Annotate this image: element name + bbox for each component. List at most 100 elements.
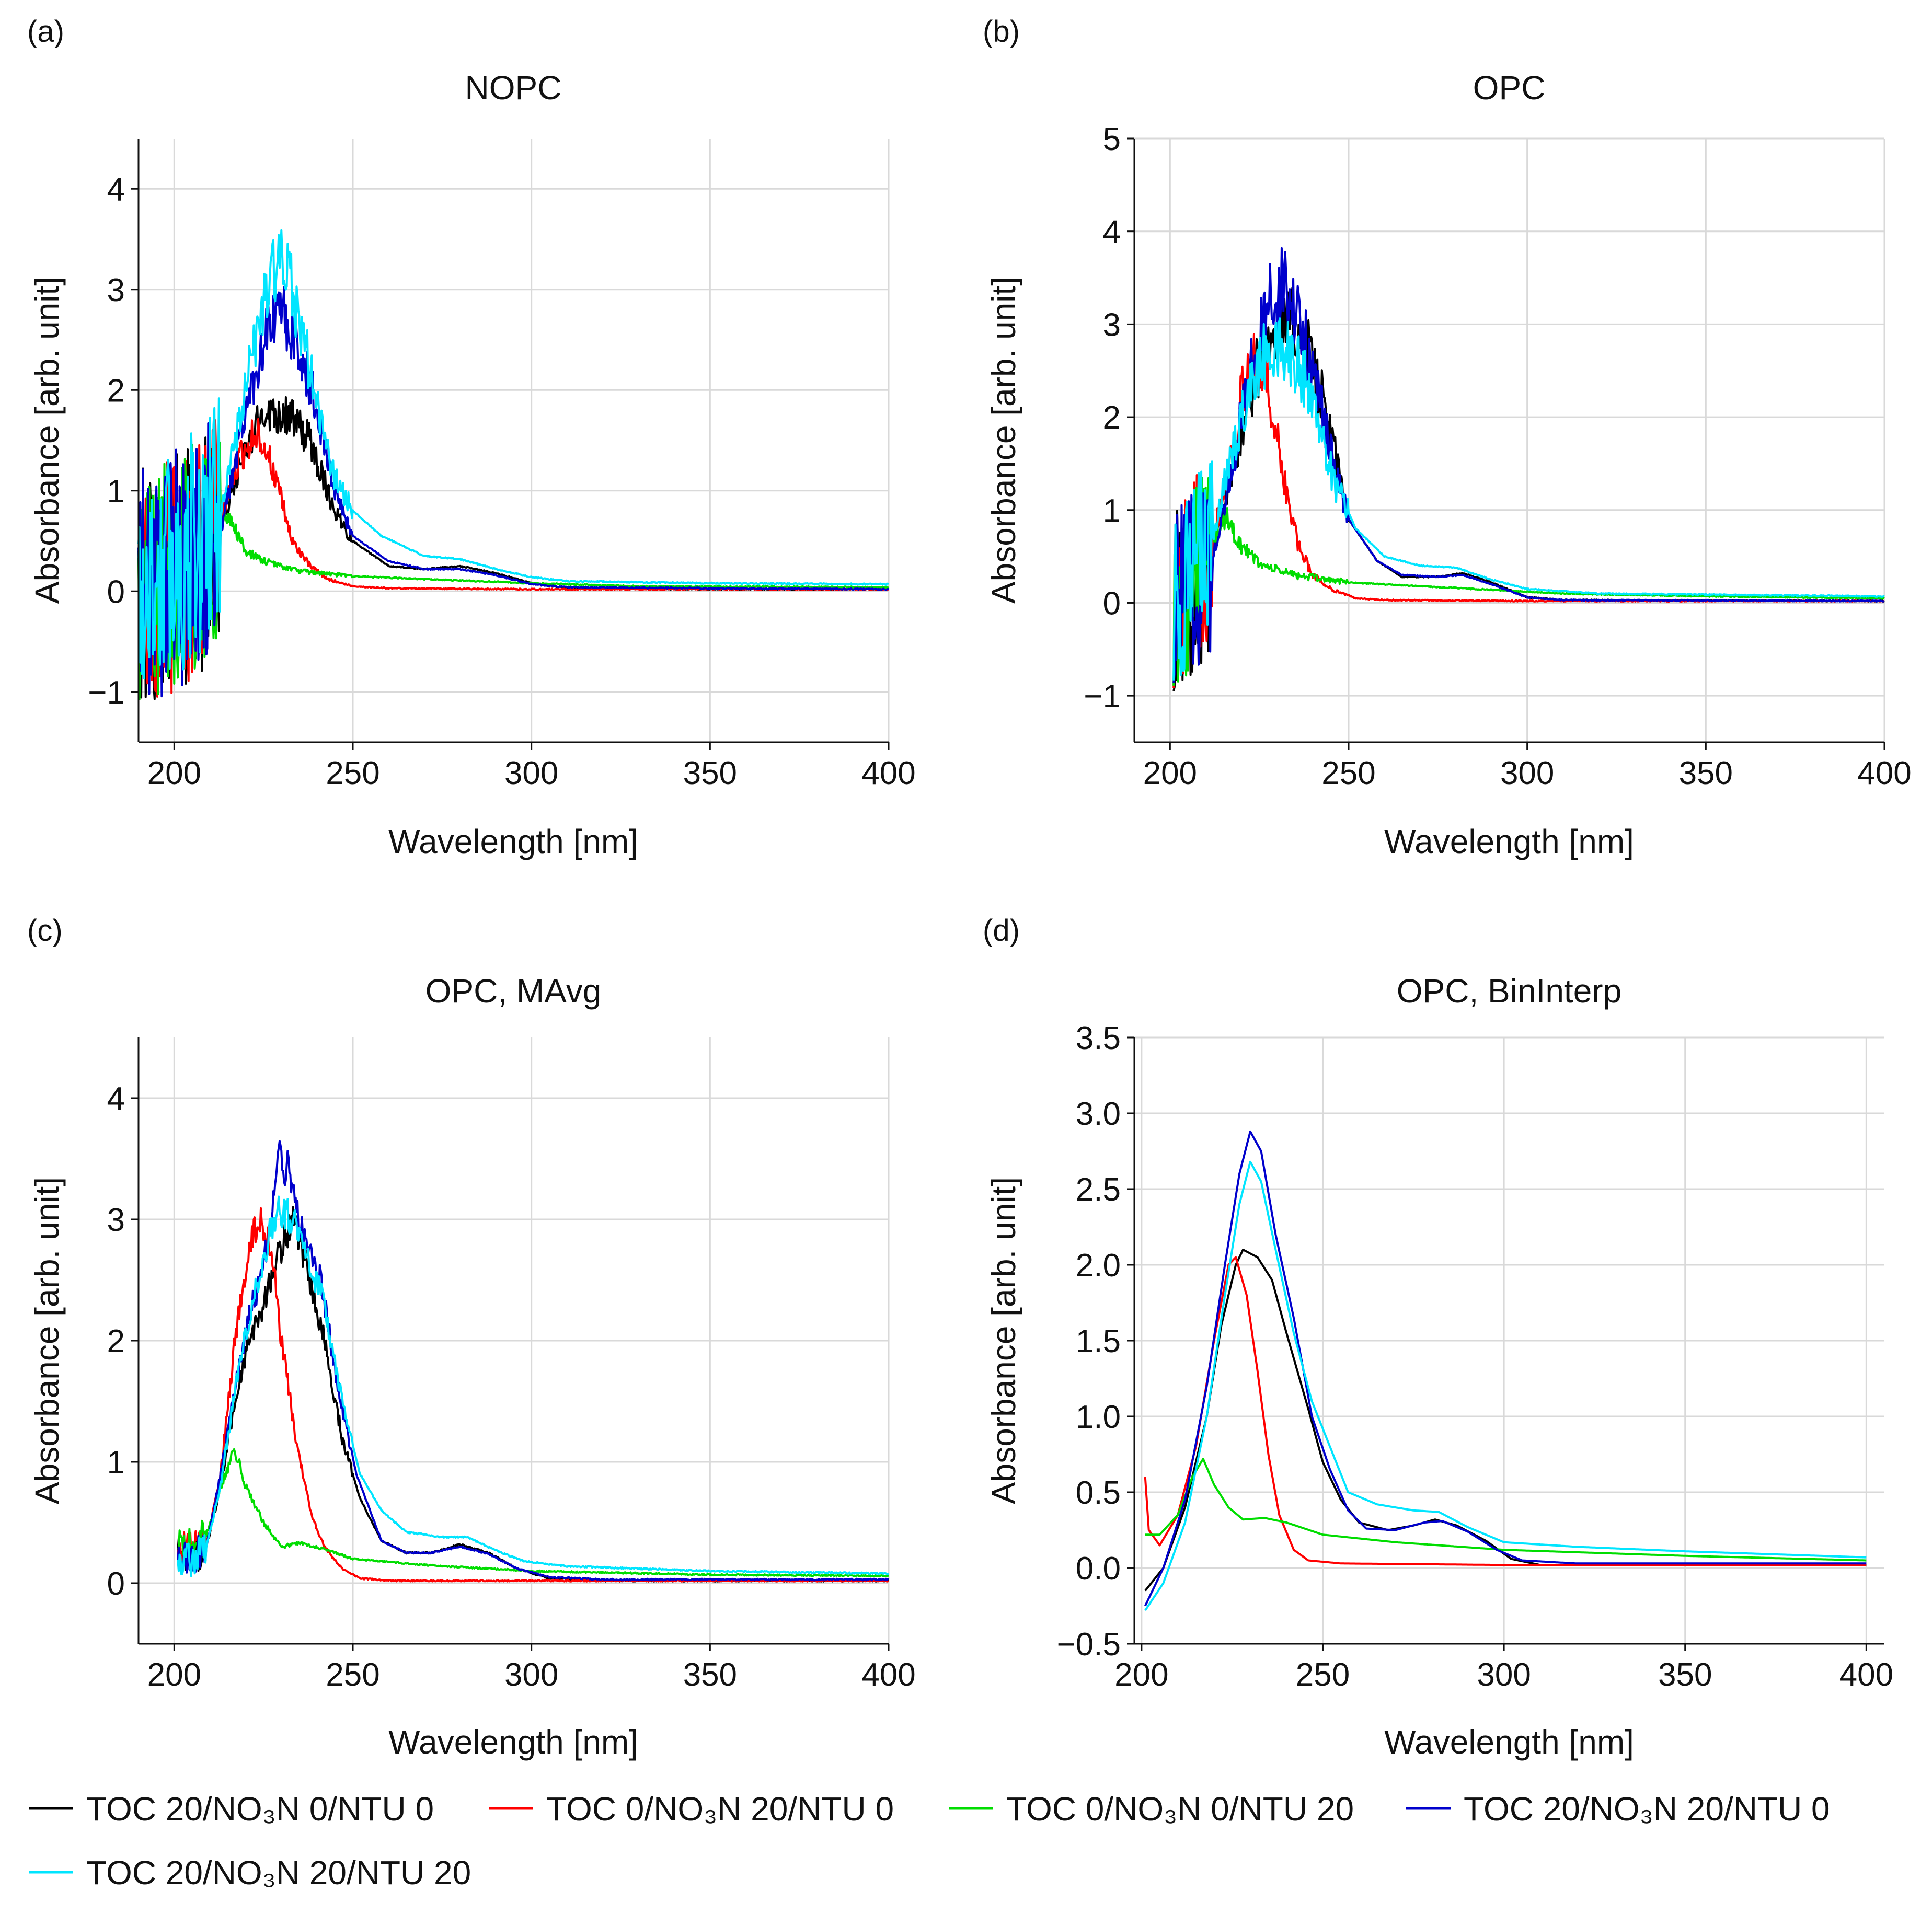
x-tick-label: 200	[147, 1657, 201, 1693]
panel-b-axes: 200 250 300 350 400 −1 0 1 2 3 4 5	[1084, 121, 1911, 791]
legend-label-green: TOC 0/NO₃N 0/NTU 20	[1006, 1790, 1354, 1828]
y-tick-label: 1	[107, 474, 125, 510]
panel-b: (b) OPC 200 250 300 350 400 −1 0 1 2 3 4 5 Waveleng…	[983, 15, 1912, 860]
x-tick-label: 300	[504, 755, 558, 791]
y-tick-label: 0.5	[1076, 1475, 1121, 1511]
y-tick-label: 0.0	[1076, 1551, 1121, 1587]
panel-a-grid	[139, 139, 890, 742]
x-tick-label: 350	[1658, 1657, 1712, 1693]
series-line	[177, 1140, 890, 1582]
x-tick-label: 250	[326, 755, 380, 791]
y-tick-label: −0.5	[1057, 1627, 1121, 1663]
panel-d-grid	[1134, 1036, 1884, 1645]
panel-d-axes: 200 250 300 350 400 −0.5 0.0 0.5 1.0 1.5 2.0 2.5 3.0…	[1057, 1020, 1893, 1693]
panel-d-xlabel: Wavelength [nm]	[1384, 1723, 1634, 1761]
series-line	[1172, 333, 1885, 689]
y-tick-label: 0	[107, 1566, 125, 1602]
panel-b-xlabel: Wavelength [nm]	[1384, 823, 1634, 860]
series-line	[1172, 469, 1885, 686]
x-tick-label: 400	[1857, 755, 1911, 791]
x-tick-label: 250	[1321, 755, 1375, 791]
legend-item-red: TOC 0/NO₃N 20/NTU 0	[489, 1790, 894, 1828]
y-tick-label: 2.0	[1076, 1248, 1121, 1284]
x-tick-label: 200	[147, 755, 201, 791]
panel-a-letter: (a)	[27, 15, 64, 49]
y-tick-label: 0	[1103, 585, 1121, 621]
y-tick-label: 1.5	[1076, 1323, 1121, 1359]
series-line	[1144, 1256, 1867, 1566]
y-tick-label: 2.5	[1076, 1172, 1121, 1208]
panel-b-ylabel: Absorbance [arb. unit]	[985, 276, 1022, 604]
legend-item-black: TOC 20/NO₃N 0/NTU 0	[29, 1790, 434, 1828]
x-tick-label: 350	[1679, 755, 1733, 791]
series-line	[177, 1207, 890, 1583]
panel-d-series	[1144, 1130, 1867, 1611]
y-tick-label: 5	[1103, 121, 1121, 157]
panel-a-axes: 200 250 300 350 400 −1 0 1 2 3 4	[88, 139, 916, 791]
x-tick-label: 250	[1296, 1657, 1350, 1693]
y-tick-label: 2	[1103, 400, 1121, 436]
legend-label-black: TOC 20/NO₃N 0/NTU 0	[86, 1790, 434, 1828]
x-tick-label: 300	[1477, 1657, 1531, 1693]
series-line	[1144, 1130, 1867, 1607]
y-tick-label: 3	[107, 1202, 125, 1238]
series-line	[1144, 1249, 1867, 1592]
series-line	[1145, 1458, 1867, 1562]
y-tick-label: −1	[1084, 678, 1121, 714]
legend-item-green: TOC 0/NO₃N 0/NTU 20	[949, 1790, 1354, 1828]
x-tick-label: 200	[1114, 1657, 1168, 1693]
panel-d: (d) OPC, BinInterp 200 250 300 350 400 −0.5 0.…	[983, 914, 1893, 1761]
y-tick-label: 1	[1103, 493, 1121, 529]
x-tick-label: 400	[861, 1657, 915, 1693]
panel-c: (c) OPC, MAvg 200 250 300 350 400 0 1 2 3 4 Wavel…	[27, 914, 916, 1761]
x-tick-label: 400	[861, 755, 915, 791]
y-tick-label: 2	[107, 373, 125, 409]
panel-a-title: NOPC	[465, 69, 562, 107]
panel-c-grid	[139, 1037, 890, 1644]
y-tick-label: 4	[1103, 214, 1121, 250]
y-tick-label: 4	[107, 171, 125, 207]
panel-b-title: OPC	[1473, 69, 1546, 107]
y-tick-label: 3	[1103, 307, 1121, 343]
y-tick-label: 2	[107, 1323, 125, 1359]
y-tick-label: 4	[107, 1081, 125, 1117]
panel-a-ylabel: Absorbance [arb. unit]	[28, 276, 66, 604]
y-tick-label: 3	[107, 272, 125, 308]
panel-b-letter: (b)	[983, 15, 1020, 49]
x-tick-label: 350	[683, 1657, 737, 1693]
y-tick-label: 1	[107, 1445, 125, 1481]
panel-a: (a) NOPC 200 250 300 350 400 −1 0 1 2 3 4 Waveleng…	[27, 15, 916, 860]
y-tick-label: 0	[107, 574, 125, 610]
panel-d-ylabel: Absorbance [arb. unit]	[985, 1177, 1022, 1504]
series-line	[177, 1448, 889, 1578]
legend-label-red: TOC 0/NO₃N 20/NTU 0	[546, 1790, 894, 1828]
y-tick-label: 3.5	[1076, 1020, 1121, 1056]
legend: TOC 20/NO₃N 0/NTU 0 TOC 0/NO₃N 20/NTU 0 …	[29, 1790, 1830, 1892]
series-line	[177, 1206, 889, 1583]
panel-c-title: OPC, MAvg	[426, 972, 602, 1010]
series-line	[137, 286, 889, 698]
x-tick-label: 250	[326, 1657, 380, 1693]
x-tick-label: 300	[1500, 755, 1554, 791]
x-tick-label: 400	[1839, 1657, 1893, 1693]
panel-d-title: OPC, BinInterp	[1397, 972, 1622, 1010]
legend-label-cyan: TOC 20/NO₃N 20/NTU 20	[86, 1854, 471, 1892]
panel-b-series	[1172, 247, 1885, 691]
panel-c-axes: 200 250 300 350 400 0 1 2 3 4	[107, 1037, 916, 1693]
panel-b-grid	[1134, 137, 1885, 742]
panel-a-series	[137, 229, 890, 700]
x-tick-label: 300	[504, 1657, 558, 1693]
y-tick-label: 1.0	[1076, 1399, 1121, 1435]
legend-item-blue: TOC 20/NO₃N 20/NTU 0	[1406, 1790, 1830, 1828]
panel-c-ylabel: Absorbance [arb. unit]	[28, 1177, 66, 1504]
x-tick-label: 350	[683, 755, 737, 791]
series-line	[137, 229, 889, 679]
panel-d-letter: (d)	[983, 914, 1020, 948]
panel-a-xlabel: Wavelength [nm]	[388, 823, 638, 860]
series-line	[137, 441, 889, 700]
y-tick-label: −1	[88, 675, 125, 711]
panel-c-letter: (c)	[27, 914, 63, 948]
y-tick-label: 3.0	[1076, 1096, 1121, 1132]
series-line	[177, 1195, 889, 1577]
